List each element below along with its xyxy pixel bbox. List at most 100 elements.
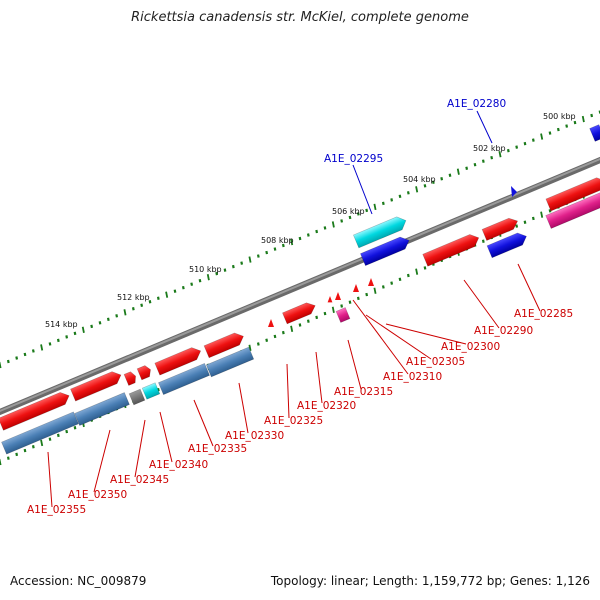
scale-tick-upper [298,236,302,241]
scale-tick-upper [6,359,10,364]
scale-tick-upper [415,186,419,193]
scale-label: 510 kbp [189,265,222,274]
scale-tick-upper [406,191,410,195]
cds-a1e-02325-shape [282,302,316,325]
gene-label: A1E_02355 [27,504,86,516]
scale-tick-upper [498,150,502,158]
scale-tick-lower [515,224,519,228]
scale-tick-upper [181,285,185,290]
map-title: Rickettsia canadensis str. McKiel, compl… [131,10,469,25]
leader-line [134,419,146,478]
scale-tick-upper [456,168,460,175]
scale-tick-upper [515,145,519,149]
scale-tick-lower [348,300,352,304]
gene-label: A1E_02345 [110,474,169,486]
scale-tick-upper [248,256,252,263]
scale-tick-upper [581,115,585,123]
scale-tick-upper [390,198,394,202]
scale-tick-lower [523,220,527,224]
scale-tick-lower [273,334,277,339]
cds-rev-3-shape [158,362,210,396]
scale-tick-upper [573,120,577,125]
scale-tick-lower [156,387,160,392]
leader-line [315,351,323,404]
gene-label: A1E_02340 [149,459,208,471]
scale-tick-upper [165,291,169,298]
scale-tick-lower [481,239,485,243]
cds-a1e-02345a [123,371,136,386]
scale-tick-upper [423,184,427,188]
scale-tick-upper [148,300,152,304]
scale-tick-upper [440,177,444,181]
scale-tick-upper [365,208,369,213]
scale-tick-upper [31,349,35,353]
cds-a1e-02345a-shape [123,371,136,386]
scale-tick-upper [340,219,344,223]
scale-tick-upper [348,215,352,220]
scale-tick-lower [373,287,377,294]
leader-line [93,429,111,493]
scale-tick-lower [340,304,344,308]
cds-magenta-small-shape [335,307,351,323]
cds-a1e-02320a [327,296,333,303]
scale-tick-upper [73,331,77,336]
scale-tick-upper [448,173,452,177]
cds-a1e-02295-cyan-shape [353,216,407,249]
cds-a1e-02340-shape [154,347,202,376]
cds-grey [128,388,146,406]
scale-tick-upper [473,162,477,167]
scale-tick-lower [390,281,394,285]
cds-magenta-large [545,191,600,229]
scale-tick-upper [265,250,269,255]
cds-a1e-02345b [136,365,151,381]
scale-tick-upper [590,113,594,118]
scale-tick-upper [0,361,2,369]
scale-tick-lower [423,266,427,270]
scale-tick-upper [48,342,52,346]
cds-a1e-02355 [0,392,70,431]
leader-line [159,411,173,463]
scale-label: 506 kbp [332,207,365,216]
cds-a1e-02280-red [545,177,600,212]
cds-a1e-02330 [268,319,274,327]
scale-tick-lower [290,325,294,332]
scale-tick-upper [531,138,535,142]
cds-a1e-02335 [203,332,244,359]
scale-tick-upper [273,247,277,251]
genome-backbone [0,156,600,416]
cds-blue-tri [511,186,517,197]
scale-tick-upper [556,127,560,132]
cds-rev-3 [158,362,210,396]
scale-tick-upper [173,289,177,293]
accession-text: Accession: NC_009879 [10,574,147,588]
scale-tick-upper [465,166,469,170]
leader-line [385,323,467,345]
scale-label: 508 kbp [261,236,294,245]
scale-tick-upper [23,352,27,357]
scale-tick-lower [406,273,410,278]
scale-tick-lower [23,448,27,453]
cds-grey-shape [128,388,146,406]
scale-tick-upper [156,296,160,300]
scale-tick-upper [373,203,377,211]
scale-tick-lower [281,330,285,335]
cds-a1e-02290-shape [422,234,480,267]
cds-a1e-02285-blue-shape [486,232,527,259]
leader-line [286,363,290,419]
gene-label: A1E_02350 [68,489,127,501]
scale-tick-upper [506,148,510,153]
scale-tick-lower [48,437,52,441]
leader-line [365,314,432,360]
scale-tick-lower [6,456,10,460]
scale-tick-upper [215,271,219,276]
cds-a1e-02355-shape [0,392,70,431]
cds-a1e-02350 [70,371,122,402]
scale-label: 502 kbp [473,144,506,153]
scale-labels: 500 kbp 502 kbp 504 kbp 506 kbp 508 kbp 510 k… [45,112,576,329]
cds-a1e-02310 [368,278,374,286]
scale-tick-lower [398,277,402,282]
cds-a1e-02350-shape [70,371,122,402]
leader-line [517,263,541,312]
scale-tick-upper [98,321,102,325]
